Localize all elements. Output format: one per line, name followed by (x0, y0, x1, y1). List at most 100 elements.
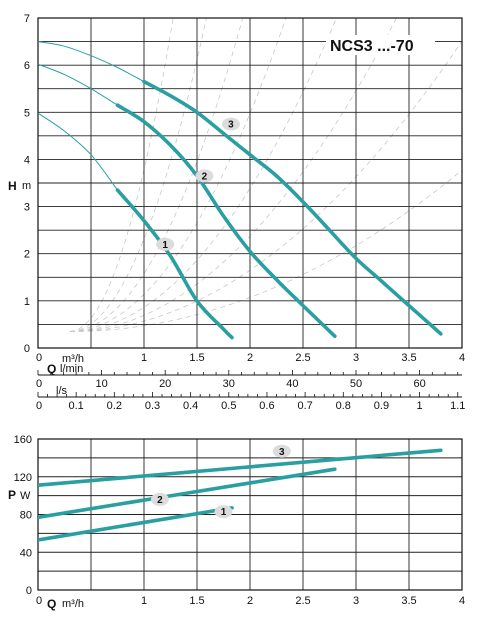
power-curve-badge-1: 1 (221, 507, 227, 518)
q-axis-letter: Q (47, 362, 56, 376)
ls-axis-tick-label: 0.6 (259, 400, 274, 412)
system-curve (69, 40, 462, 332)
head-curve-1-low-flow (38, 112, 118, 191)
head-x-tick-label: 2.5 (295, 352, 310, 364)
power-y-tick-label: 160 (14, 434, 32, 446)
power-y-tick-label: 80 (20, 510, 32, 522)
power-x-tick-label: 0 (36, 595, 42, 607)
head-x-tick-label: 1 (141, 352, 147, 364)
y-axis-unit: m (22, 180, 31, 192)
model-label-bg (326, 35, 435, 55)
q-axis-unit: m³/h (62, 353, 84, 365)
power-x-tick-label: 1 (141, 595, 147, 607)
ls-axis-tick-label: 0.9 (374, 400, 389, 412)
lmin-axis-tick-label: 60 (413, 378, 425, 390)
power-y-tick-label: 40 (20, 547, 32, 559)
head-x-tick-label: 3 (353, 352, 359, 364)
head-x-tick-label: 4 (459, 352, 465, 364)
lmin-axis-tick-label: 30 (223, 378, 235, 390)
power-y-tick-label: 0 (26, 585, 32, 597)
power-curve-badge-3: 3 (279, 447, 285, 458)
head-x-tick-label: 2 (247, 352, 253, 364)
ls-axis-tick-label: 0.4 (183, 400, 198, 412)
head-y-tick-label: 2 (24, 249, 30, 261)
power-x-tick-label: 2 (247, 595, 253, 607)
lmin-axis-tick-label: 40 (286, 378, 298, 390)
head-curve-2 (115, 103, 337, 338)
head-curves (38, 41, 443, 340)
head-curve-3-low-flow (38, 41, 145, 83)
head-curve-3 (142, 79, 443, 336)
power-y-ticks: 0 40 80 120 160 (14, 434, 32, 597)
head-curve-2-low-flow (38, 63, 118, 106)
lmin-axis-tick-label: 50 (350, 378, 362, 390)
head-x-tick-label: 0 (36, 352, 42, 364)
power-curve-3 (38, 448, 443, 487)
head-y-tick-label: 3 (24, 202, 30, 214)
q-axis-letter-power: Q (47, 597, 56, 611)
head-curve-badge-1: 1 (162, 240, 168, 251)
ls-axis-tick-label: 0.8 (336, 400, 351, 412)
lmin-axis-tick-label: 10 (95, 378, 107, 390)
ls-axis-tick-label: 0.5 (221, 400, 236, 412)
p-axis-unit: W (20, 490, 31, 502)
ls-axis-tick-label: 0.1 (69, 400, 84, 412)
head-curve-badge-2-bg (195, 169, 214, 183)
power-curve-badge-1-bg (214, 505, 233, 519)
head-y-tick-label: 4 (24, 154, 30, 166)
head-chart-grid (37, 17, 463, 349)
power-x-tick-label: 3 (353, 595, 359, 607)
head-y-ticks: 0 1 2 3 4 5 6 7 (24, 13, 30, 355)
head-y-tick-label: 6 (24, 60, 30, 72)
head-y-tick-label: 1 (24, 296, 30, 308)
head-y-tick-label: 7 (24, 13, 30, 25)
ls-axis-tick-label: 0.2 (107, 400, 122, 412)
power-x-tick-label: 4 (459, 595, 465, 607)
power-chart-grid (37, 438, 463, 591)
flow-axis-ls: 0 0.1 0.2 0.3 0.4 0.5 0.6 0.7 0.8 0.9 1 1.1 l/s (36, 385, 465, 412)
head-y-tick-label: 0 (24, 343, 30, 355)
p-axis-letter: P (8, 488, 16, 502)
chart-title: NCS3 ...-70 (330, 38, 414, 55)
power-y-tick-label: 120 (14, 472, 32, 484)
head-curve-badge-1-bg (156, 237, 175, 251)
power-chart: 1 2 3 0 40 80 120 160 0 1 1.5 2 2.5 3 3.5 4 P W Q m³/… (8, 434, 465, 611)
power-curves (38, 448, 443, 542)
head-curve-badge-3-bg (221, 117, 240, 131)
head-curve-1 (115, 188, 234, 340)
system-curve (69, 18, 207, 332)
head-chart-frame (37, 17, 463, 349)
head-curve-labels: 1 2 3 (156, 117, 240, 251)
power-curve-labels: 1 2 3 (150, 444, 291, 519)
power-x-tick-label: 2.5 (295, 595, 310, 607)
system-curve (69, 18, 337, 332)
system-curve (69, 169, 462, 332)
ls-axis-tick-label: 0 (36, 400, 42, 412)
power-curve-2 (38, 467, 337, 520)
lmin-axis-tick-label: 0 (36, 378, 42, 390)
flow-axis-m3h: Q m³/h (47, 353, 84, 376)
ls-axis-unit: l/s (56, 385, 68, 397)
power-x-ticks: 0 1 1.5 2 2.5 3 3.5 4 (36, 595, 465, 607)
power-chart-frame (37, 438, 463, 591)
y-axis-letter: H (8, 179, 17, 193)
ls-axis-tick-label: 0.3 (145, 400, 160, 412)
head-x-tick-label: 3.5 (401, 352, 416, 364)
ls-axis-tick-label: 0.7 (297, 400, 312, 412)
lmin-axis-tick-label: 20 (159, 378, 171, 390)
head-x-tick-label: 1.5 (189, 352, 204, 364)
power-x-tick-label: 1.5 (189, 595, 204, 607)
lmin-axis-unit: l/min (60, 363, 83, 375)
q-axis-unit-power: m³/h (62, 598, 84, 610)
system-curve (69, 18, 287, 332)
power-curve-badge-3-bg (272, 444, 291, 458)
head-curve-badge-2: 2 (202, 171, 208, 182)
ls-axis-tick-label: 1.1 (450, 400, 465, 412)
power-curve-badge-2-bg (150, 492, 169, 506)
head-y-tick-label: 5 (24, 107, 30, 119)
power-curve-badge-2: 2 (157, 495, 163, 506)
head-curve-badge-3: 3 (228, 120, 234, 131)
power-x-tick-label: 3.5 (401, 595, 416, 607)
